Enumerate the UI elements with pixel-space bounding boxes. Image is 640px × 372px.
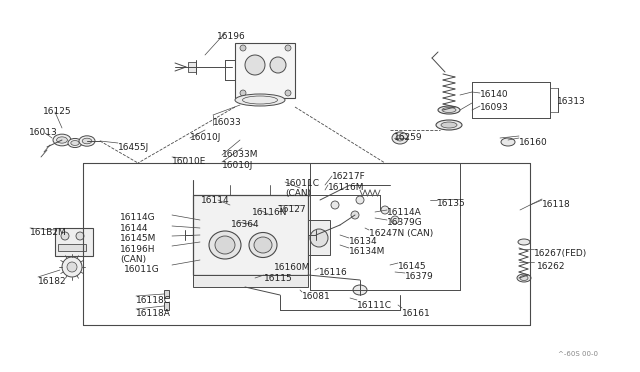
Text: 16010J: 16010J	[222, 161, 253, 170]
Text: 16313: 16313	[557, 97, 586, 106]
Text: 16125: 16125	[43, 107, 72, 116]
Ellipse shape	[520, 276, 528, 280]
Bar	[193, 275, 308, 287]
Circle shape	[67, 262, 77, 272]
Ellipse shape	[68, 138, 82, 148]
Text: 16111C: 16111C	[357, 301, 392, 310]
Ellipse shape	[438, 106, 460, 114]
Text: 16247N (CAN): 16247N (CAN)	[369, 229, 433, 238]
Ellipse shape	[82, 138, 92, 144]
Text: 16196H: 16196H	[120, 245, 156, 254]
Circle shape	[245, 55, 265, 75]
Text: 16134M: 16134M	[349, 247, 385, 256]
Ellipse shape	[441, 122, 457, 128]
Text: 16259: 16259	[394, 133, 422, 142]
Text: 16135: 16135	[437, 199, 466, 208]
Text: 16118: 16118	[542, 200, 571, 209]
Text: 16127: 16127	[278, 205, 307, 214]
Text: 16161: 16161	[402, 309, 431, 318]
Text: 16217F: 16217F	[332, 172, 365, 181]
Ellipse shape	[56, 137, 67, 143]
Text: 16160: 16160	[519, 138, 548, 147]
Ellipse shape	[79, 136, 95, 146]
Text: 16116: 16116	[319, 268, 348, 277]
Text: 16145M: 16145M	[120, 234, 156, 243]
Bar	[55, 228, 93, 256]
Text: 16379: 16379	[405, 272, 434, 281]
Bar	[235, 43, 295, 98]
Text: 16145: 16145	[398, 262, 427, 271]
Ellipse shape	[71, 141, 79, 145]
Bar	[58, 244, 86, 251]
Text: 16116N: 16116N	[252, 208, 287, 217]
Text: 16267(FED): 16267(FED)	[534, 249, 588, 258]
Text: (CAN): (CAN)	[120, 255, 146, 264]
Bar	[164, 290, 169, 298]
Ellipse shape	[254, 237, 272, 253]
Text: 16093: 16093	[480, 103, 509, 112]
Circle shape	[61, 232, 69, 240]
Circle shape	[351, 211, 359, 219]
Circle shape	[356, 196, 364, 204]
Text: 16379G: 16379G	[387, 218, 423, 227]
Bar	[308, 220, 330, 255]
Text: 16033: 16033	[213, 118, 242, 127]
Text: 16033M: 16033M	[222, 150, 259, 159]
Bar	[188, 62, 196, 72]
Ellipse shape	[517, 274, 531, 282]
Circle shape	[285, 45, 291, 51]
Ellipse shape	[249, 232, 277, 257]
Circle shape	[285, 90, 291, 96]
Text: 16118C: 16118C	[136, 296, 171, 305]
Bar	[193, 195, 308, 275]
Text: 16182: 16182	[38, 277, 67, 286]
Text: ^-60S 00-0: ^-60S 00-0	[558, 351, 598, 357]
Text: 16134: 16134	[349, 237, 378, 246]
Text: 16115: 16115	[264, 274, 292, 283]
Text: 16011G: 16011G	[124, 265, 160, 274]
Ellipse shape	[436, 120, 462, 130]
Circle shape	[270, 57, 286, 73]
Ellipse shape	[442, 108, 456, 112]
Ellipse shape	[209, 231, 241, 259]
Circle shape	[240, 45, 246, 51]
Circle shape	[381, 206, 389, 214]
Ellipse shape	[353, 285, 367, 295]
Text: 16114: 16114	[201, 196, 230, 205]
Text: 16140: 16140	[480, 90, 509, 99]
Circle shape	[76, 232, 84, 240]
Text: 16114G: 16114G	[120, 213, 156, 222]
Text: 16081: 16081	[302, 292, 331, 301]
Text: 16011C: 16011C	[285, 179, 320, 188]
Ellipse shape	[396, 135, 404, 141]
Text: 16013: 16013	[29, 128, 58, 137]
Circle shape	[391, 216, 399, 224]
Ellipse shape	[501, 138, 515, 146]
Text: 16114A: 16114A	[387, 208, 422, 217]
Circle shape	[62, 257, 82, 277]
Text: 16010E: 16010E	[172, 157, 206, 166]
Text: 16364: 16364	[231, 220, 260, 229]
Circle shape	[331, 201, 339, 209]
Ellipse shape	[235, 94, 285, 106]
Text: 16118A: 16118A	[136, 309, 171, 318]
Text: 16455J: 16455J	[118, 143, 149, 152]
Text: 16010J: 16010J	[190, 133, 221, 142]
Ellipse shape	[215, 236, 235, 254]
Ellipse shape	[53, 134, 71, 146]
Ellipse shape	[518, 239, 530, 245]
Circle shape	[240, 90, 246, 96]
Text: 16160M: 16160M	[274, 263, 310, 272]
Ellipse shape	[392, 132, 408, 144]
Text: 16116M: 16116M	[328, 183, 365, 192]
Text: 16262: 16262	[537, 262, 566, 271]
Circle shape	[310, 229, 328, 247]
Text: 161B2M: 161B2M	[30, 228, 67, 237]
Bar	[164, 302, 169, 310]
Text: 16196: 16196	[217, 32, 246, 41]
Text: 16144: 16144	[120, 224, 148, 233]
Text: (CAN): (CAN)	[285, 189, 311, 198]
